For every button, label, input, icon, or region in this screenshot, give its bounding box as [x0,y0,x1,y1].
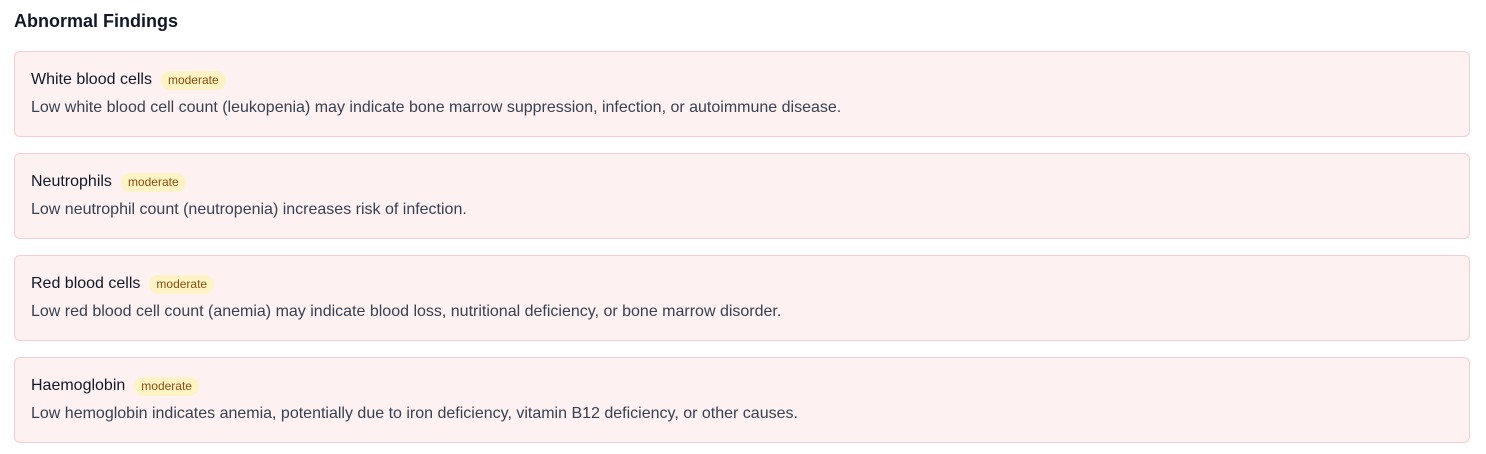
finding-description: Low hemoglobin indicates anemia, potenti… [31,405,798,422]
finding-name: White blood cells [31,71,152,88]
severity-badge: moderate [120,172,186,192]
section-title: Abnormal Findings [14,11,178,31]
finding-header: Haemoglobin moderate [31,375,1453,397]
finding-card-white-blood-cells: White blood cells moderate Low white blo… [14,51,1470,137]
finding-card-red-blood-cells: Red blood cells moderate Low red blood c… [14,255,1470,341]
finding-description: Low white blood cell count (leukopenia) … [31,99,842,116]
finding-header: Neutrophils moderate [31,171,1453,193]
finding-name: Haemoglobin [31,377,126,394]
finding-name: Neutrophils [31,173,112,190]
findings-list: White blood cells moderate Low white blo… [14,51,1470,454]
finding-description: Low red blood cell count (anemia) may in… [31,303,782,320]
finding-header: Red blood cells moderate [31,273,1453,295]
severity-badge: moderate [149,274,215,294]
severity-badge: moderate [134,376,199,396]
finding-name: Red blood cells [31,275,141,292]
finding-description: Low neutrophil count (neutropenia) incre… [31,201,467,218]
finding-card-neutrophils: Neutrophils moderate Low neutrophil coun… [14,153,1470,239]
finding-header: White blood cells moderate [31,69,1453,91]
severity-badge: moderate [160,70,226,90]
finding-card-haemoglobin: Haemoglobin moderate Low hemoglobin indi… [14,357,1470,443]
